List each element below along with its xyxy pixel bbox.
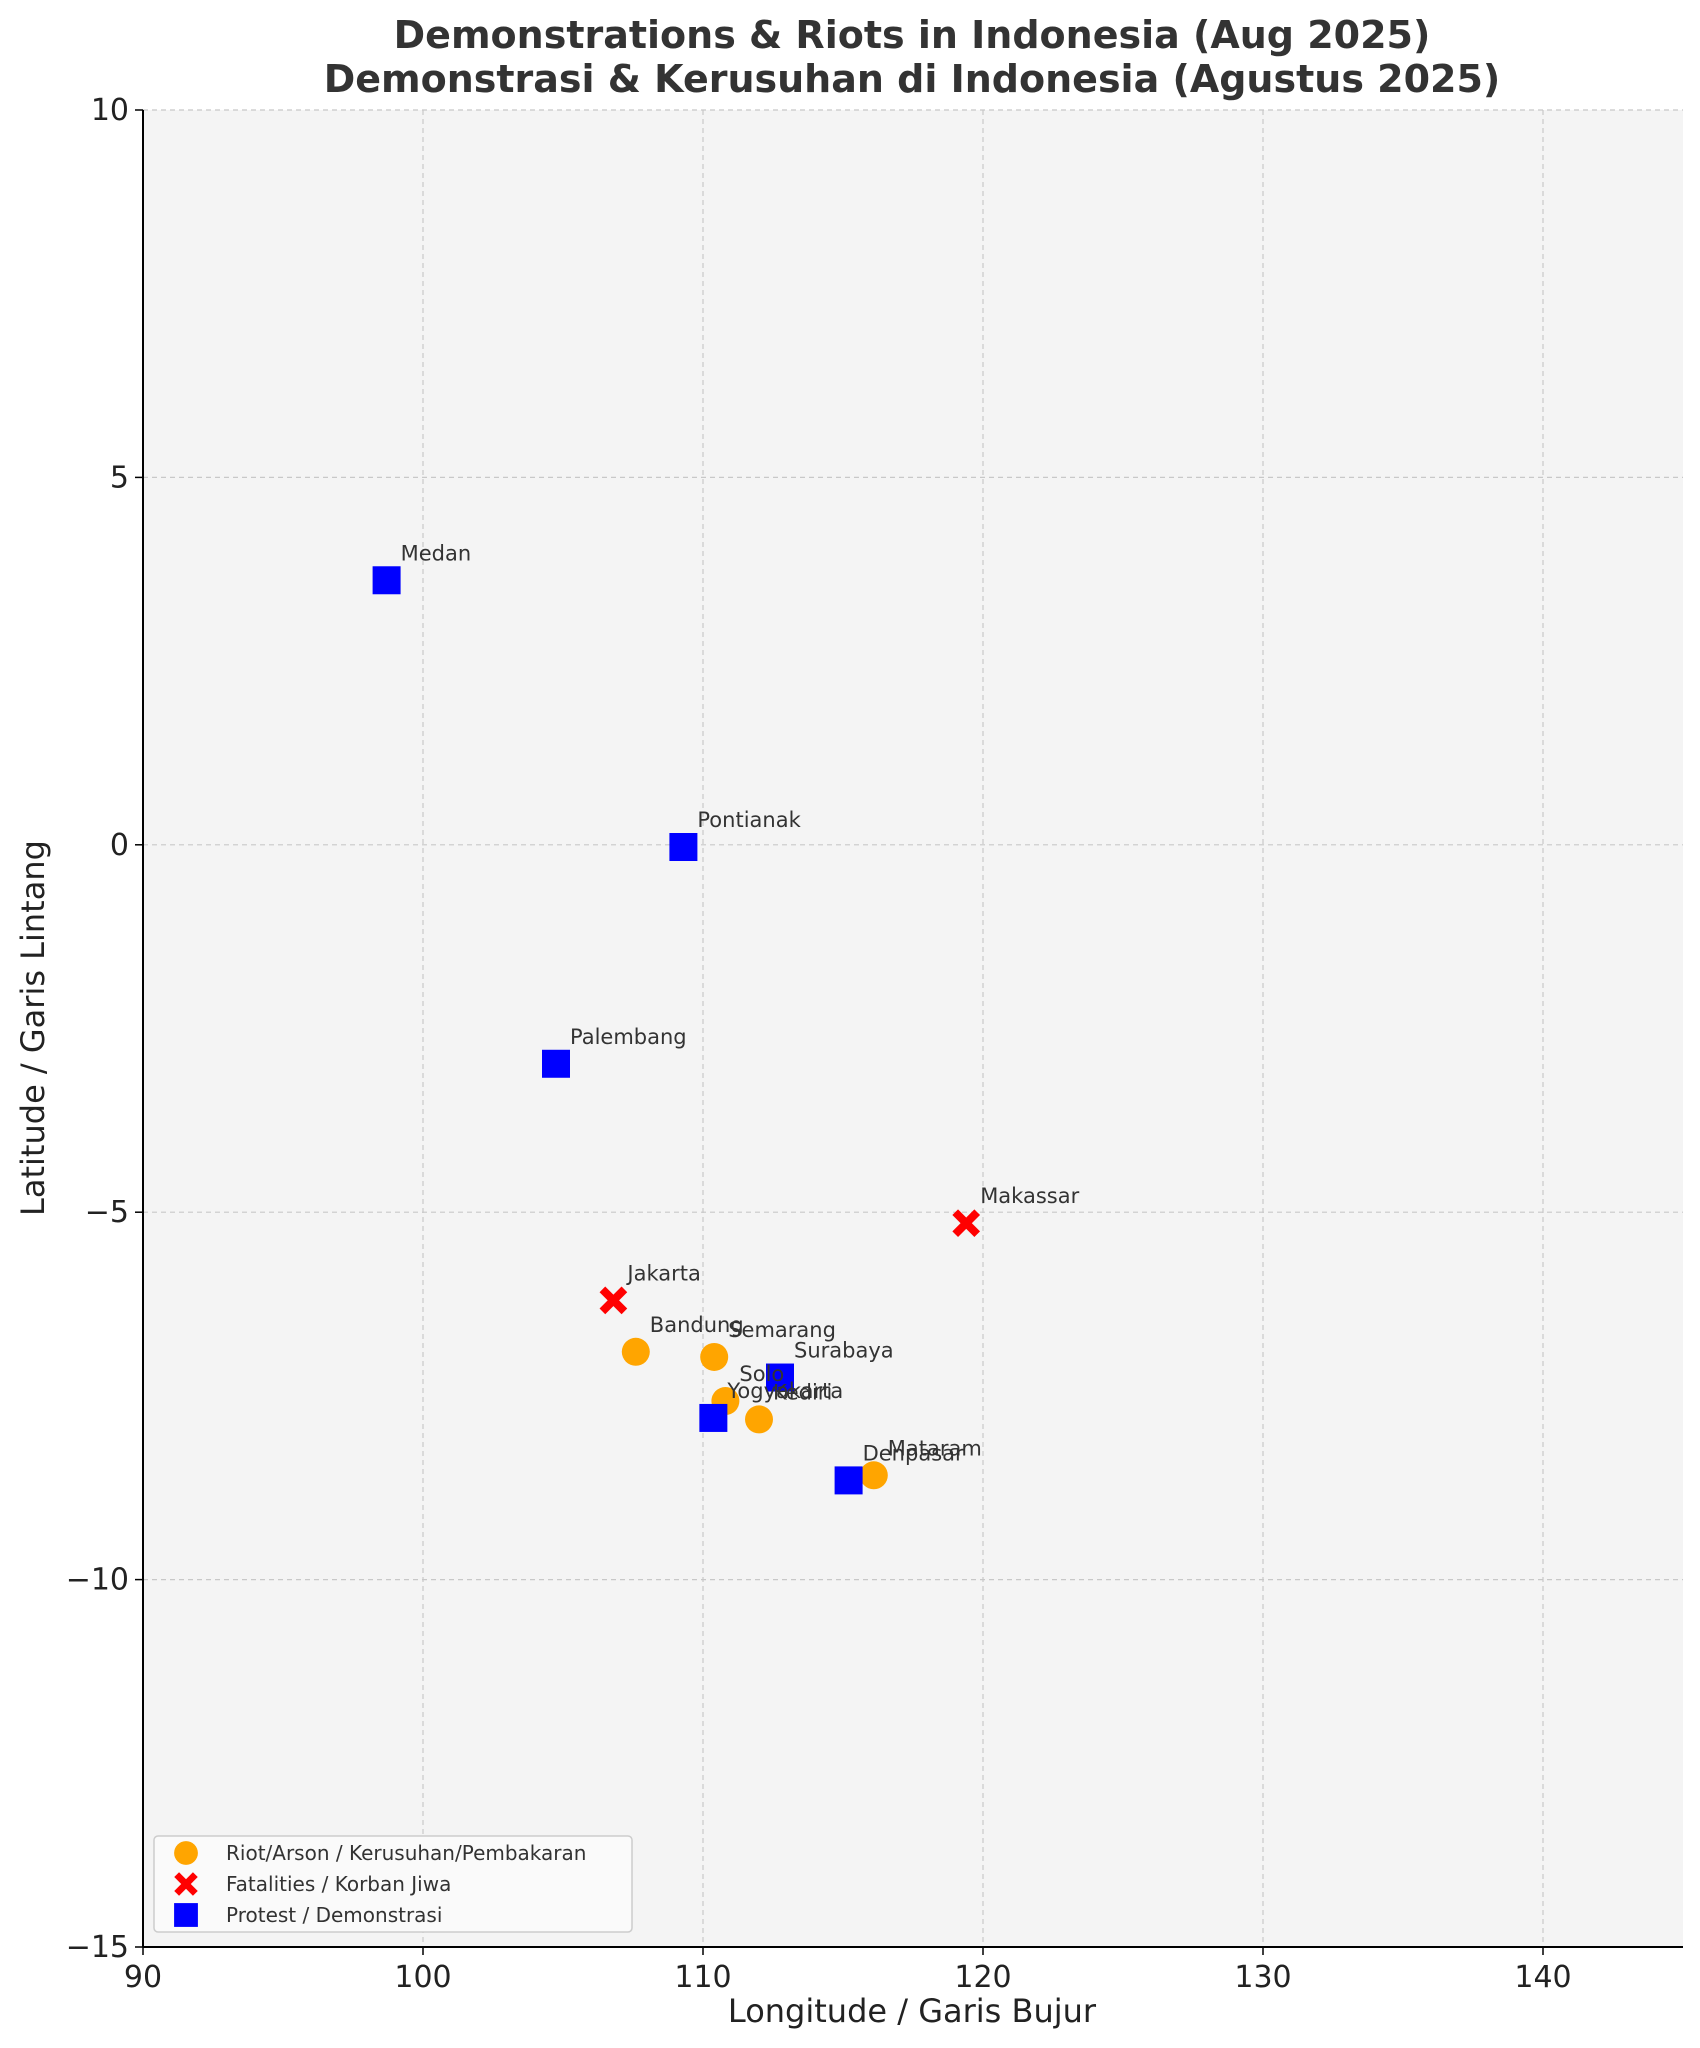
legend-label-protest: Protest / Demonstrasi (226, 1903, 442, 1927)
point-riot-semarang (700, 1342, 729, 1371)
point-label-surabaya: Surabaya (794, 1339, 894, 1363)
point-protest-surabaya (766, 1363, 794, 1392)
chart-title-line1: Demonstrations & Riots in Indonesia (Aug… (394, 13, 1431, 57)
x-tick-label: 100 (394, 1960, 451, 1995)
y-tick-label: 5 (110, 460, 129, 495)
x-axis-label: Longitude / Garis Bujur (728, 1992, 1097, 2030)
point-protest-pontianak (669, 833, 698, 862)
point-label-yogyakarta: Yogyakarta (726, 1379, 843, 1403)
x-marker-stroke (599, 1286, 628, 1315)
legend-label-fatal: Fatalities / Korban Jiwa (226, 1872, 451, 1896)
point-label-denpasar: Denpasar (863, 1441, 964, 1465)
x-tick-label: 130 (1234, 1960, 1291, 1995)
plot-area (143, 110, 1683, 1947)
point-label-palembang: Palembang (570, 1025, 687, 1049)
point-label-semarang: Semarang (728, 1318, 836, 1342)
point-riot-kediri (745, 1405, 773, 1434)
grid (143, 109, 1683, 1947)
point-label-medan: Medan (401, 541, 472, 565)
y-tick-label: −10 (66, 1563, 129, 1598)
x-marker-stroke (174, 1872, 198, 1896)
point-label-mataram: Mataram (888, 1436, 982, 1460)
x-marker-stroke (952, 1209, 981, 1238)
data-points (372, 566, 981, 1495)
point-protest-denpasar (834, 1466, 863, 1495)
y-tick-label: −15 (66, 1930, 129, 1965)
y-tick-label: −5 (85, 1195, 129, 1230)
y-tick-label: 0 (110, 828, 129, 863)
x-tick-label: 90 (124, 1960, 162, 1995)
legend-marker-protest (174, 1903, 198, 1927)
x-tick-label: 120 (954, 1960, 1011, 1995)
point-label-pontianak: Pontianak (697, 808, 801, 832)
legend-marker-riot (174, 1841, 198, 1865)
tick-labels: 90 100 110 120 130 140 10 5 0 −5 −10 −15 (66, 93, 1572, 1995)
chart-title-line2: Demonstrasi & Kerusuhan di Indonesia (Ag… (324, 57, 1501, 101)
legend-box (153, 1835, 633, 1933)
point-fatal-jakarta (599, 1286, 628, 1315)
point-riot-mataram (859, 1461, 888, 1490)
y-axis-label: Latitude / Garis Lintang (14, 840, 52, 1216)
point-label-kediri: Kediri (773, 1380, 832, 1404)
legend-label-riot: Riot/Arson / Kerusuhan/Pembakaran (226, 1841, 586, 1865)
point-protest-palembang (542, 1049, 570, 1078)
point-protest-medan (372, 566, 401, 595)
x-tick-label: 110 (674, 1960, 731, 1995)
point-label-bandung: Bandung (650, 1313, 744, 1337)
legend: Riot/Arson / Kerusuhan/Pembakaran Fatalit… (153, 1835, 633, 1933)
point-label-makassar: Makassar (980, 1184, 1079, 1208)
x-tick-label: 140 (1514, 1960, 1571, 1995)
axes (135, 109, 1683, 1955)
point-protest-yogyakarta (699, 1403, 728, 1432)
point-fatal-makassar (952, 1209, 981, 1238)
point-label-solo: Solo (739, 1362, 784, 1386)
point-label-jakarta: Jakarta (625, 1261, 700, 1285)
point-riot-bandung (621, 1337, 650, 1366)
y-tick-label: 10 (91, 93, 129, 128)
legend-marker-fatal (174, 1872, 198, 1896)
